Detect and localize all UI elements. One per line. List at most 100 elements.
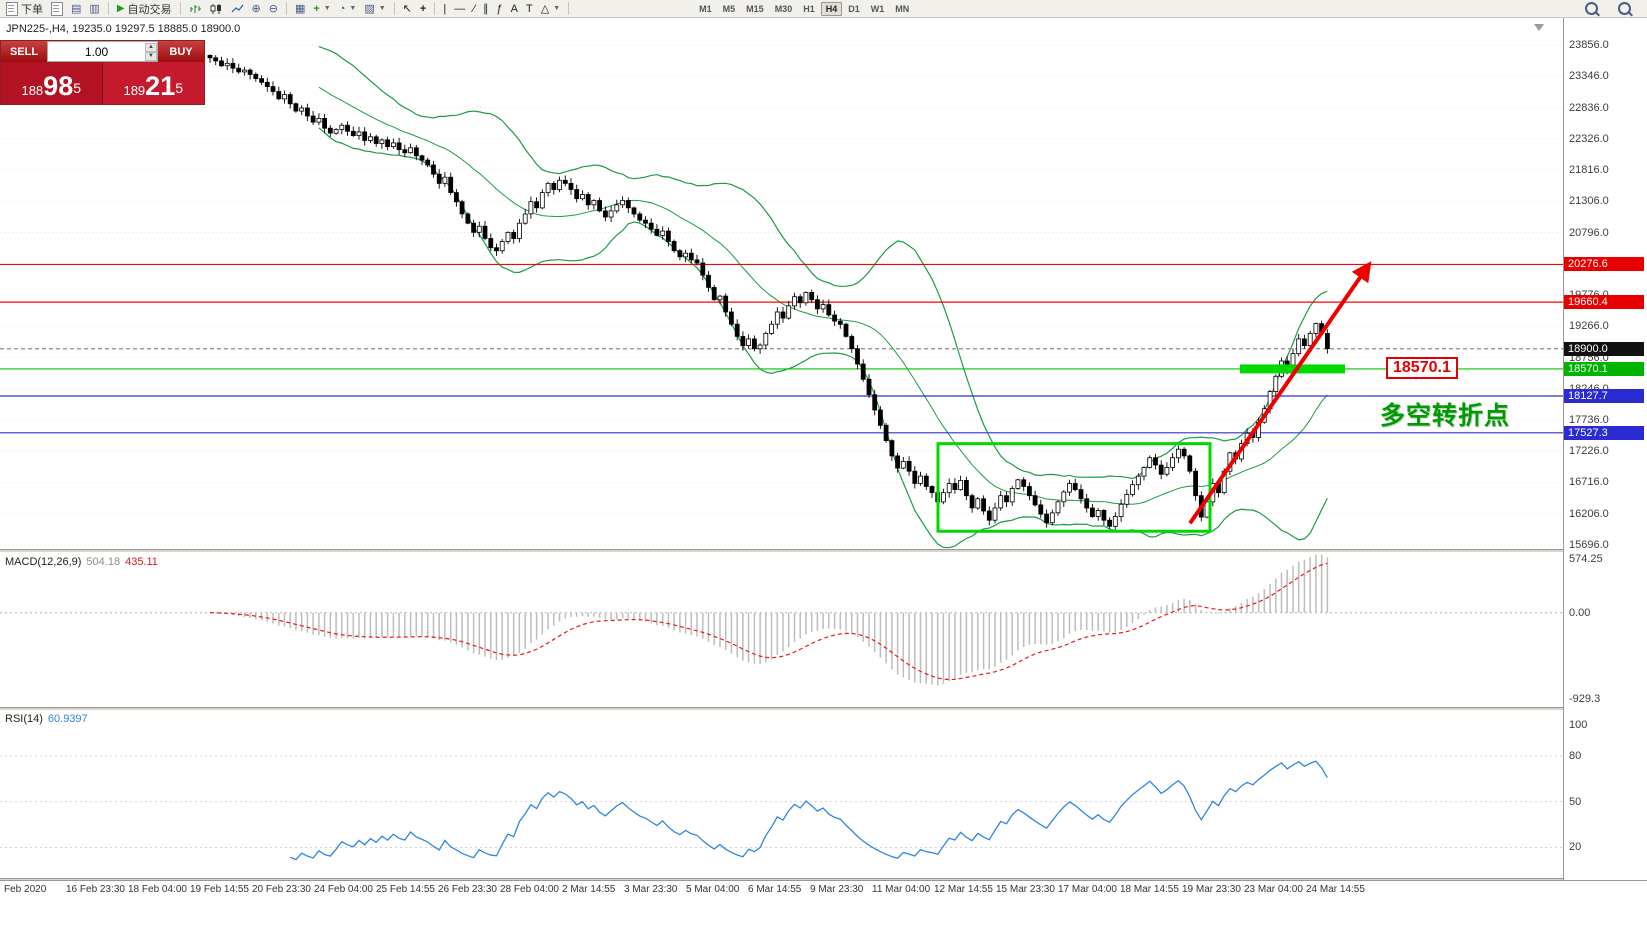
macd-panel[interactable] [0,553,1563,707]
tab-timeframe-m15[interactable]: M15 [746,3,764,14]
text-icon: A [510,2,518,15]
label-button[interactable]: T [523,1,536,17]
line-chart-icon [231,4,243,12]
main-chart[interactable] [0,18,1563,549]
auto-trading-button[interactable]: ▶ 自动交易 [114,1,175,17]
trendline-button[interactable]: ∕ [470,1,478,17]
market-watch-button[interactable]: ▥ [86,1,102,17]
time-axis-label: 19 Feb 14:55 [190,884,249,895]
horizontal-line-icon: — [454,2,466,15]
periods-button[interactable]: ◔ ▼ [336,1,360,17]
price-tag: 20276.6 [1564,257,1644,272]
tab-timeframe-mn[interactable]: MN [895,3,910,14]
toolbar: 下单 ▤ ▥ ▶ 自动交易 ⊕ ⊖ ▦ + ▼ ◔ ▼ ▨ ▼ ↖ + | — ∕ ∥… [0,0,1647,18]
indicators-button[interactable]: + ▼ [310,1,333,17]
time-axis-label: 24 Mar 14:55 [1306,884,1365,895]
price-scale[interactable]: 23856.0 23346.0 22836.0 22326.0 21816.0 21306… [1563,18,1647,880]
toolbar-separator [434,2,436,15]
indicators-add-icon: + [313,2,320,15]
buy-price-display[interactable]: 189 21 5 [102,62,204,104]
price-tag: 18127.7 [1564,389,1644,404]
shapes-button[interactable]: △ ▼ [538,1,563,17]
templates-icon: ▨ [364,2,375,15]
sell-price-prefix: 188 [21,83,44,98]
profiles-button[interactable]: ▤ [68,1,84,17]
scale-label: 574.25 [1569,553,1603,566]
macd-name: MACD(12,26,9) [5,556,82,568]
buy-price-frac: 5 [175,80,184,96]
horizontal-line-button[interactable]: — [451,1,468,17]
main-chart-svg [0,44,1563,549]
tab-timeframe-d1[interactable]: D1 [848,3,860,14]
scale-label: 21816.0 [1569,164,1609,177]
toolbar-separator [393,2,395,15]
time-axis-label: 26 Feb 23:30 [438,884,497,895]
auto-trading-play-icon: ▶ [116,3,125,14]
panel-splitter[interactable] [0,549,1647,552]
scale-label: 17736.0 [1569,414,1609,427]
magnifier-button[interactable] [1615,1,1634,17]
buy-button[interactable]: BUY [158,41,204,62]
panel-splitter[interactable] [0,707,1647,710]
bar-chart-button[interactable] [186,1,205,17]
time-axis[interactable]: Feb 2020 16 Feb 23:30 18 Feb 04:00 19 Feb 1… [0,880,1647,898]
chevron-down-icon: ▼ [553,5,561,12]
volume-input[interactable] [48,43,145,60]
templates-button[interactable]: ▨ ▼ [361,1,388,17]
equichannel-icon: ∥ [483,2,489,15]
grid-icon: ▦ [294,2,306,15]
tab-timeframe-h1[interactable]: H1 [803,3,815,14]
sell-price-display[interactable]: 188 98 5 [1,62,103,104]
tab-timeframe-w1[interactable]: W1 [870,3,885,14]
scale-label: 22326.0 [1569,132,1609,145]
scale-label: 21306.0 [1569,195,1609,208]
text-button[interactable]: A [508,1,521,17]
tab-timeframe-h4[interactable]: H4 [820,1,843,16]
label-icon: T [526,2,533,15]
tab-timeframe-m1[interactable]: M1 [699,3,712,14]
chart-window-button[interactable] [48,1,66,17]
price-tag: 18570.1 [1564,361,1644,376]
volume-up-button[interactable]: ▲ [145,42,157,52]
buy-price-prefix: 189 [123,83,146,98]
tab-timeframe-m5[interactable]: M5 [722,3,736,14]
new-order-button[interactable]: 下单 [3,1,46,17]
line-chart-button[interactable] [228,1,247,17]
equichannel-button[interactable]: ∥ [480,1,492,17]
panel-splitter [0,878,1647,880]
sell-button[interactable]: SELL [1,41,47,62]
rsi-indicator-label: RSI(14) 60.9397 [5,713,88,725]
time-axis-label: 6 Mar 14:55 [748,884,802,895]
price-tag: 18900.0 [1564,341,1644,356]
vertical-line-button[interactable]: | [440,1,449,17]
sell-price-pips: 98 [43,71,74,101]
time-axis-label: 12 Mar 14:55 [934,884,993,895]
macd-svg [0,554,1563,686]
scale-label: 17226.0 [1569,445,1609,458]
search-button[interactable] [1582,1,1601,17]
zoom-in-button[interactable]: ⊕ [249,1,264,17]
chart-shift-marker[interactable] [1534,24,1544,31]
crosshair-button[interactable]: + [417,1,429,17]
rsi-panel[interactable] [0,710,1563,878]
zoom-out-button[interactable]: ⊖ [266,1,281,17]
rsi-svg [0,755,1563,861]
time-axis-label: 11 Mar 04:00 [872,884,931,895]
price-tag: 19660.4 [1564,295,1644,310]
volume-field: ▲ ▼ [47,41,158,62]
cursor-icon: ↖ [402,2,412,15]
fibonacci-button[interactable]: ƒ [494,1,506,17]
scale-label: -929.3 [1569,693,1601,706]
time-axis-label: 17 Mar 04:00 [1058,884,1117,895]
cursor-button[interactable]: ↖ [400,1,415,17]
search-icon [1585,2,1598,15]
grid-button[interactable]: ▦ [292,1,308,17]
tab-timeframe-m30[interactable]: M30 [774,3,793,14]
profiles-icon: ▤ [71,2,82,15]
chevron-down-icon: ▼ [349,5,357,12]
zoom-in-icon: ⊕ [251,2,261,15]
candlestick-chart-button[interactable] [207,1,226,17]
volume-down-button[interactable]: ▼ [145,51,157,61]
time-axis-label: 3 Mar 23:30 [624,884,678,895]
bar-chart-icon [190,4,201,13]
